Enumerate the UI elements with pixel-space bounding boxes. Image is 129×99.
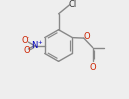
Text: -: -: [27, 35, 29, 40]
Text: O: O: [21, 36, 28, 45]
Text: N: N: [31, 41, 38, 50]
Text: O: O: [83, 32, 90, 41]
Text: +: +: [37, 40, 42, 45]
Text: O: O: [89, 63, 96, 72]
Text: Cl: Cl: [69, 0, 77, 9]
Text: O: O: [24, 46, 30, 55]
